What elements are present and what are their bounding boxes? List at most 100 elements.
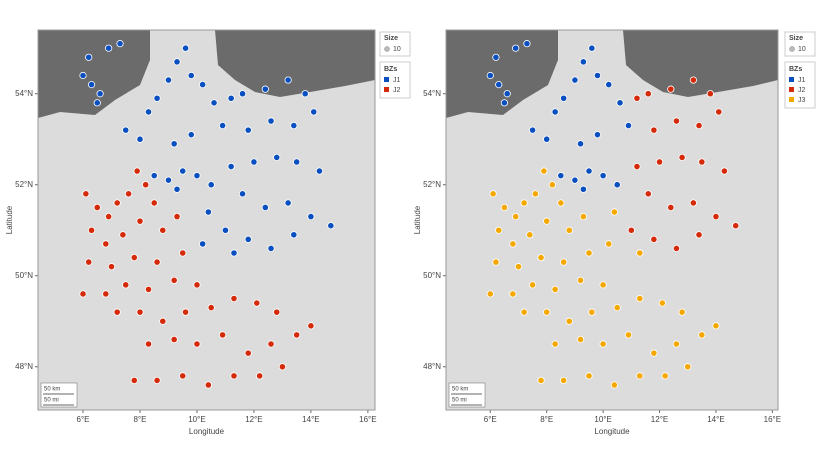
site-point [267, 340, 275, 348]
site-point [644, 190, 652, 198]
site-point [96, 90, 104, 98]
site-point [144, 108, 153, 116]
site-point [636, 372, 644, 380]
right-basemap [446, 30, 778, 410]
legend-swatch [789, 77, 794, 82]
site-point [658, 299, 666, 307]
site-point [579, 185, 587, 193]
site-point [593, 131, 602, 139]
site-point [605, 81, 613, 89]
site-point [293, 331, 301, 339]
site-point [579, 58, 587, 66]
site-point [119, 231, 127, 239]
site-point [667, 203, 675, 212]
site-point [599, 172, 607, 180]
site-point [187, 131, 195, 139]
legend-swatch [384, 87, 389, 92]
site-point [204, 381, 212, 389]
site-point [667, 85, 675, 93]
site-point [650, 235, 658, 243]
site-point [315, 167, 324, 175]
site-point [253, 299, 261, 307]
site-point [655, 158, 664, 166]
x-tick-label: 12°E [245, 415, 262, 424]
x-axis-title: Longitude [594, 427, 630, 436]
site-point [540, 167, 548, 175]
site-point [218, 121, 227, 130]
site-point [551, 285, 559, 294]
site-point [509, 290, 517, 298]
site-point [531, 190, 540, 198]
legend-label: J2 [393, 87, 401, 94]
site-point [565, 317, 573, 325]
scale-label: 50 mi [452, 398, 467, 404]
site-point [310, 108, 318, 116]
site-point [543, 308, 551, 316]
site-point [599, 340, 607, 348]
scale-box [40, 382, 78, 408]
size-legend-key [384, 46, 390, 52]
x-tick-label: 16°E [764, 415, 781, 424]
y-tick-label: 50°N [423, 271, 441, 280]
size-legend-box [784, 31, 816, 57]
site-point [244, 349, 252, 357]
site-point [571, 76, 579, 84]
site-point [122, 126, 130, 134]
site-point [327, 222, 335, 230]
site-point [610, 381, 618, 389]
site-point [230, 294, 238, 303]
site-point [133, 167, 141, 175]
site-point [144, 340, 153, 348]
x-tick-label: 10°E [188, 415, 205, 424]
site-point [588, 308, 596, 316]
site-point [207, 304, 215, 312]
site-point [678, 308, 686, 316]
site-point [221, 226, 230, 234]
site-point [557, 199, 565, 207]
site-point [576, 276, 585, 284]
site-point [571, 176, 579, 184]
site-point [199, 81, 207, 89]
x-tick-label: 12°E [651, 415, 668, 424]
site-point [636, 249, 644, 257]
site-point [267, 117, 275, 125]
site-point [495, 226, 503, 234]
legend-label: J2 [798, 87, 806, 94]
site-point [204, 208, 212, 216]
site-point [585, 167, 593, 175]
site-point [509, 240, 517, 248]
legend-swatch [789, 87, 794, 92]
y-tick-label: 54°N [15, 89, 33, 98]
site-point [273, 308, 281, 316]
y-tick-label: 52°N [423, 180, 441, 189]
site-point [227, 94, 235, 102]
site-point [130, 376, 138, 385]
site-point [650, 349, 658, 357]
site-point [650, 126, 658, 134]
site-point [543, 135, 551, 143]
site-point [261, 85, 269, 93]
site-point [486, 71, 494, 80]
site-point [514, 263, 523, 271]
scale-bar: 50 km 50 mi [40, 382, 78, 408]
site-point [301, 90, 309, 98]
legend-title: BZs [384, 66, 397, 73]
site-point [624, 331, 633, 339]
site-point [179, 372, 187, 380]
x-tick-label: 8°E [133, 415, 146, 424]
site-point [560, 376, 568, 385]
site-point [633, 162, 641, 171]
site-point [585, 372, 593, 380]
scale-label: 50 km [452, 387, 468, 393]
site-point [250, 158, 258, 166]
size-legend-key [789, 46, 795, 52]
legend-label: J1 [393, 77, 401, 84]
site-point [523, 40, 531, 48]
size-legend-box [379, 31, 411, 57]
site-point [187, 71, 195, 80]
site-point [284, 76, 292, 84]
site-point [93, 99, 101, 107]
scale-label: 50 km [44, 387, 60, 393]
site-point [695, 231, 703, 239]
